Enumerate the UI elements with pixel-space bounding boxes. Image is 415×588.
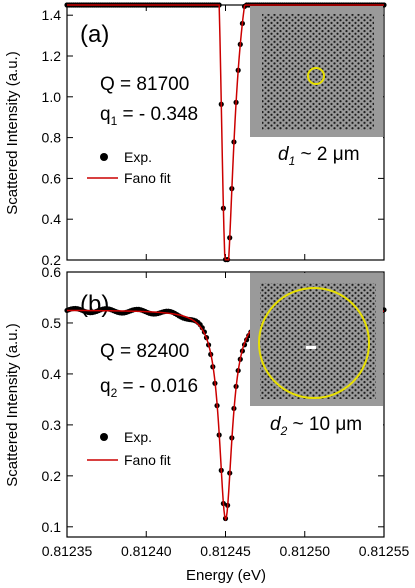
panel-b-y-tick-label: 0.4 — [42, 366, 62, 382]
panel-b-y-axis-title: Scattered Intensity (a.u.) — [4, 323, 21, 486]
panel-b-inset-circle — [258, 287, 370, 399]
x-tick-label: 0.81255 — [359, 543, 410, 559]
panel-a-inset-circle — [307, 67, 325, 85]
panel-a: 0.20.40.60.81.01.21.4 (a) Q = 81700 q1 =… — [42, 2, 387, 268]
panel-b-legend-fit: Fano fit — [124, 452, 171, 468]
panel-b-y-tick-labels: 0.1 0.2 0.3 0.4 0.5 0.6 — [42, 264, 62, 535]
panel-b-legend-exp-marker — [100, 433, 108, 441]
panel-a-fano-fit-line — [67, 4, 384, 261]
panel-a-legend-exp: Exp. — [124, 149, 152, 165]
panel-b-y-tick-label: 0.2 — [42, 468, 62, 484]
panel-b-inset-center-mark — [306, 346, 316, 349]
panel-a-label: (a) — [80, 21, 109, 48]
panel-a-q-param: q1 = - 0.348 — [100, 104, 198, 128]
panel-b-q-symbol: q — [100, 376, 111, 397]
panel-b-q-value: = - 0.016 — [117, 376, 198, 397]
panel-b-y-tick-label: 0.3 — [42, 417, 62, 433]
panel-b-inset-var: d — [270, 414, 282, 435]
panel-b-q-factor: Q = 82400 — [100, 341, 189, 362]
panel-a-inset: d1 ~ 2 μm — [250, 6, 383, 169]
panel-b: 0.1 0.2 0.3 0.4 0.5 0.6 0.81235 0.81240 0.81245… — [42, 264, 410, 559]
panel-a-q-factor: Q = 81700 — [100, 74, 189, 95]
panel-a-inset-value: ~ 2 μm — [295, 144, 359, 165]
panel-a-inset-lattice — [262, 14, 374, 130]
panel-a-q-symbol: q — [100, 104, 111, 125]
x-tick-label: 0.81235 — [42, 543, 93, 559]
panel-b-inset-value: ~ 10 μm — [287, 414, 362, 435]
panel-b-legend-exp: Exp. — [124, 429, 152, 445]
panel-a-y-tick-label: 0.2 — [42, 252, 62, 268]
panel-b-y-tick-label: 0.5 — [42, 315, 62, 331]
x-axis-title: Energy (eV) — [186, 567, 266, 584]
panel-a-q-subscript: 1 — [111, 114, 118, 128]
panel-a-inset-sub: 1 — [289, 154, 296, 168]
panel-a-y-tick-label: 1.2 — [42, 48, 62, 64]
panel-a-y-axis-title: Scattered Intensity (a.u.) — [4, 51, 21, 214]
panel-a-y-tick-label: 1.4 — [42, 7, 62, 23]
panel-a-legend-exp-marker — [100, 153, 108, 161]
panel-a-inset-caption: d1 ~ 2 μm — [278, 144, 360, 168]
panel-b-inset-caption: d2 ~ 10 μm — [270, 414, 362, 438]
panel-b-inset-caption-bg — [250, 406, 383, 442]
panel-a-y-tick-label: 1.0 — [42, 89, 62, 105]
panel-a-inset-caption-bg — [250, 137, 383, 169]
x-tick-label: 0.81245 — [200, 543, 251, 559]
panel-a-y-tick-label: 0.6 — [42, 170, 62, 186]
panel-b-y-tick-label: 0.6 — [42, 264, 62, 280]
panel-a-y-tick-label: 0.8 — [42, 130, 62, 146]
panel-b-inset-lattice — [260, 283, 376, 399]
x-tick-label: 0.81250 — [279, 543, 330, 559]
panel-b-inset-sub: 2 — [280, 424, 288, 438]
panel-b-q-subscript: 2 — [111, 386, 118, 400]
panel-b-x-tick-labels: 0.81235 0.81240 0.81245 0.81250 0.81255 — [42, 543, 410, 559]
panel-a-legend-fit: Fano fit — [124, 170, 171, 186]
panel-b-inset: d2 ~ 10 μm — [250, 273, 383, 442]
panel-a-y-tick-labels: 0.2 0.4 0.6 0.8 1.0 1.2 1.4 — [42, 7, 62, 268]
panel-b-y-tick-label: 0.1 — [42, 519, 62, 535]
panel-a-inset-var: d — [278, 144, 290, 165]
panel-a-y-tick-label: 0.4 — [42, 211, 62, 227]
x-tick-label: 0.81240 — [121, 543, 172, 559]
panel-a-q-value: = - 0.348 — [117, 104, 198, 125]
panel-b-data-point — [199, 325, 205, 331]
panel-b-q-param: q2 = - 0.016 — [100, 376, 198, 400]
